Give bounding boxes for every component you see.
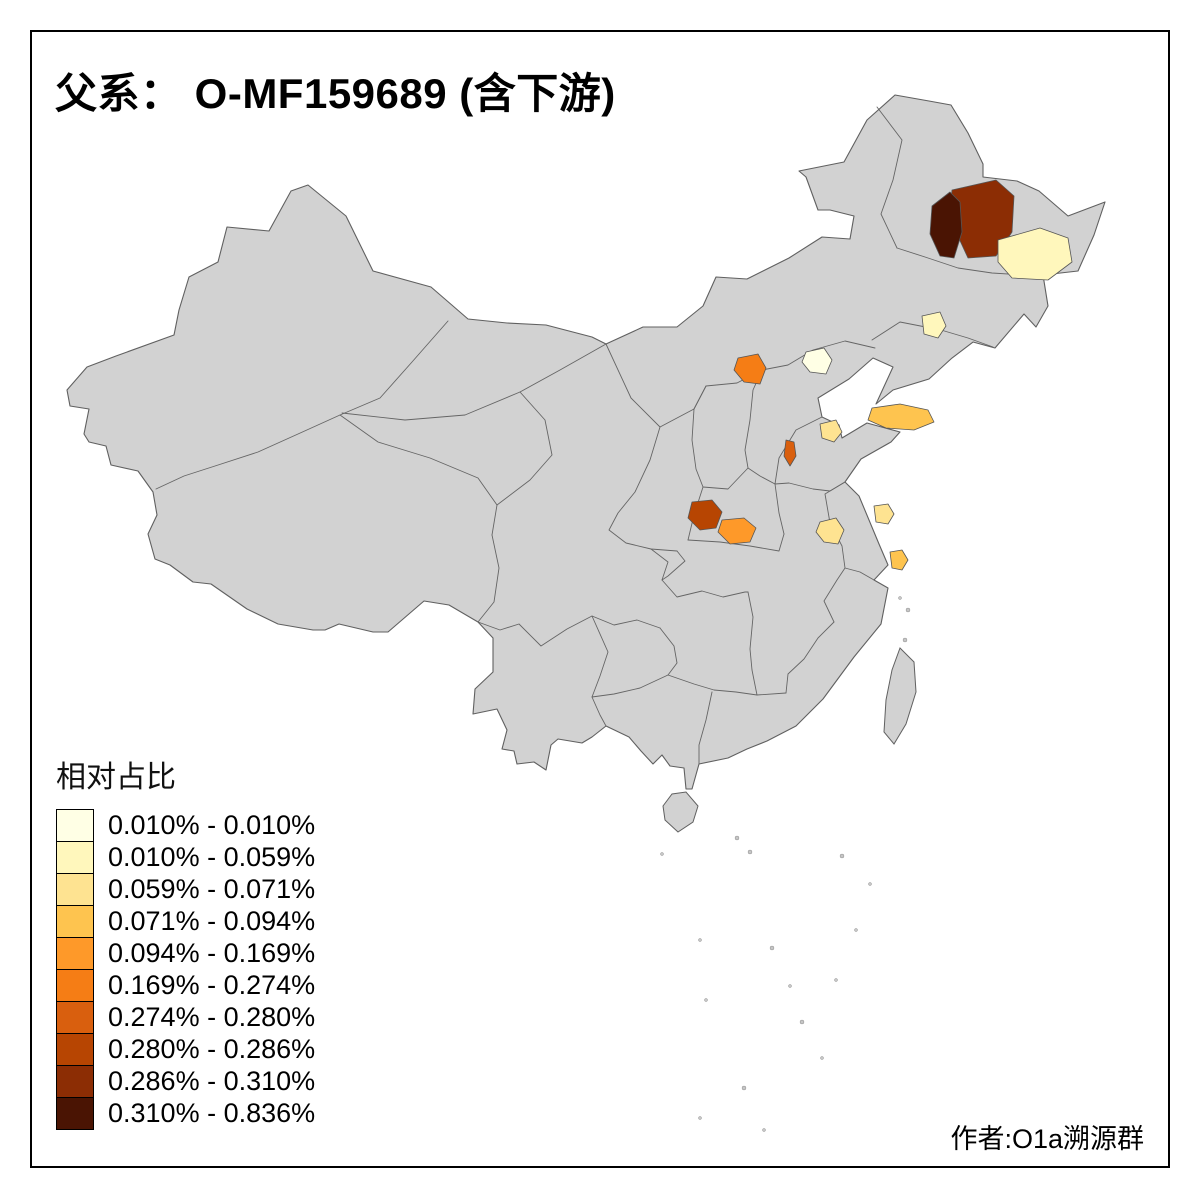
legend-title: 相对占比 xyxy=(56,761,176,794)
choropleth-region xyxy=(733,353,767,385)
legend-item: 0.310% - 0.836% xyxy=(56,1097,315,1130)
legend-swatch xyxy=(56,1001,94,1034)
hainan-island xyxy=(662,791,699,833)
legend-item: 0.286% - 0.310% xyxy=(56,1065,315,1098)
choropleth-region xyxy=(921,311,947,339)
legend-item-label: 0.010% - 0.010% xyxy=(108,810,316,840)
legend-swatch xyxy=(56,1097,94,1130)
legend-swatch xyxy=(56,809,94,842)
plot-title: 父系： O-MF159689 (含下游) xyxy=(55,70,616,117)
choropleth-region xyxy=(867,403,935,431)
legend-item: 0.010% - 0.010% xyxy=(56,809,315,842)
choropleth-region xyxy=(889,549,909,571)
legend-item-label: 0.169% - 0.274% xyxy=(108,970,316,1000)
choropleth-region xyxy=(815,517,845,545)
choropleth-region xyxy=(819,419,843,443)
legend-items: 0.010% - 0.010% 0.010% - 0.059% 0.059% - 0… xyxy=(56,809,315,1130)
choropleth-region xyxy=(801,347,833,375)
legend-item-label: 0.059% - 0.071% xyxy=(108,874,316,904)
legend-swatch xyxy=(56,1065,94,1098)
legend-swatch xyxy=(56,905,94,938)
legend-item-label: 0.286% - 0.310% xyxy=(108,1066,316,1096)
legend-item-label: 0.274% - 0.280% xyxy=(108,1002,316,1032)
legend-item: 0.010% - 0.059% xyxy=(56,841,315,874)
choropleth-region xyxy=(687,499,723,531)
legend-item-label: 0.310% - 0.836% xyxy=(108,1098,316,1128)
legend-item-label: 0.280% - 0.286% xyxy=(108,1034,316,1064)
legend-swatch xyxy=(56,969,94,1002)
legend-swatch xyxy=(56,873,94,906)
legend-item: 0.071% - 0.094% xyxy=(56,905,315,938)
south-china-sea-islets xyxy=(660,596,911,1132)
choropleth-region xyxy=(717,517,757,545)
choropleth-region xyxy=(997,227,1073,281)
choropleth-region xyxy=(873,503,895,525)
legend-item: 0.094% - 0.169% xyxy=(56,937,315,970)
legend-swatch xyxy=(56,841,94,874)
highlight-regions xyxy=(687,179,1073,571)
legend-item: 0.274% - 0.280% xyxy=(56,1001,315,1034)
legend-swatch xyxy=(56,937,94,970)
legend-item-label: 0.071% - 0.094% xyxy=(108,906,316,936)
author-credit: 作者:O1a溯源群 xyxy=(950,1124,1144,1154)
china-mainland-shape xyxy=(66,94,1106,790)
legend-item: 0.280% - 0.286% xyxy=(56,1033,315,1066)
choropleth-region xyxy=(929,191,963,259)
legend-item-label: 0.010% - 0.059% xyxy=(108,842,316,872)
taiwan-island xyxy=(883,647,917,745)
legend: 相对占比 0.010% - 0.010% 0.010% - 0.059% 0.059… xyxy=(56,752,315,1130)
legend-item: 0.169% - 0.274% xyxy=(56,969,315,1002)
choropleth-region xyxy=(783,439,797,467)
legend-item: 0.059% - 0.071% xyxy=(56,873,315,906)
legend-swatch xyxy=(56,1033,94,1066)
legend-item-label: 0.094% - 0.169% xyxy=(108,938,316,968)
